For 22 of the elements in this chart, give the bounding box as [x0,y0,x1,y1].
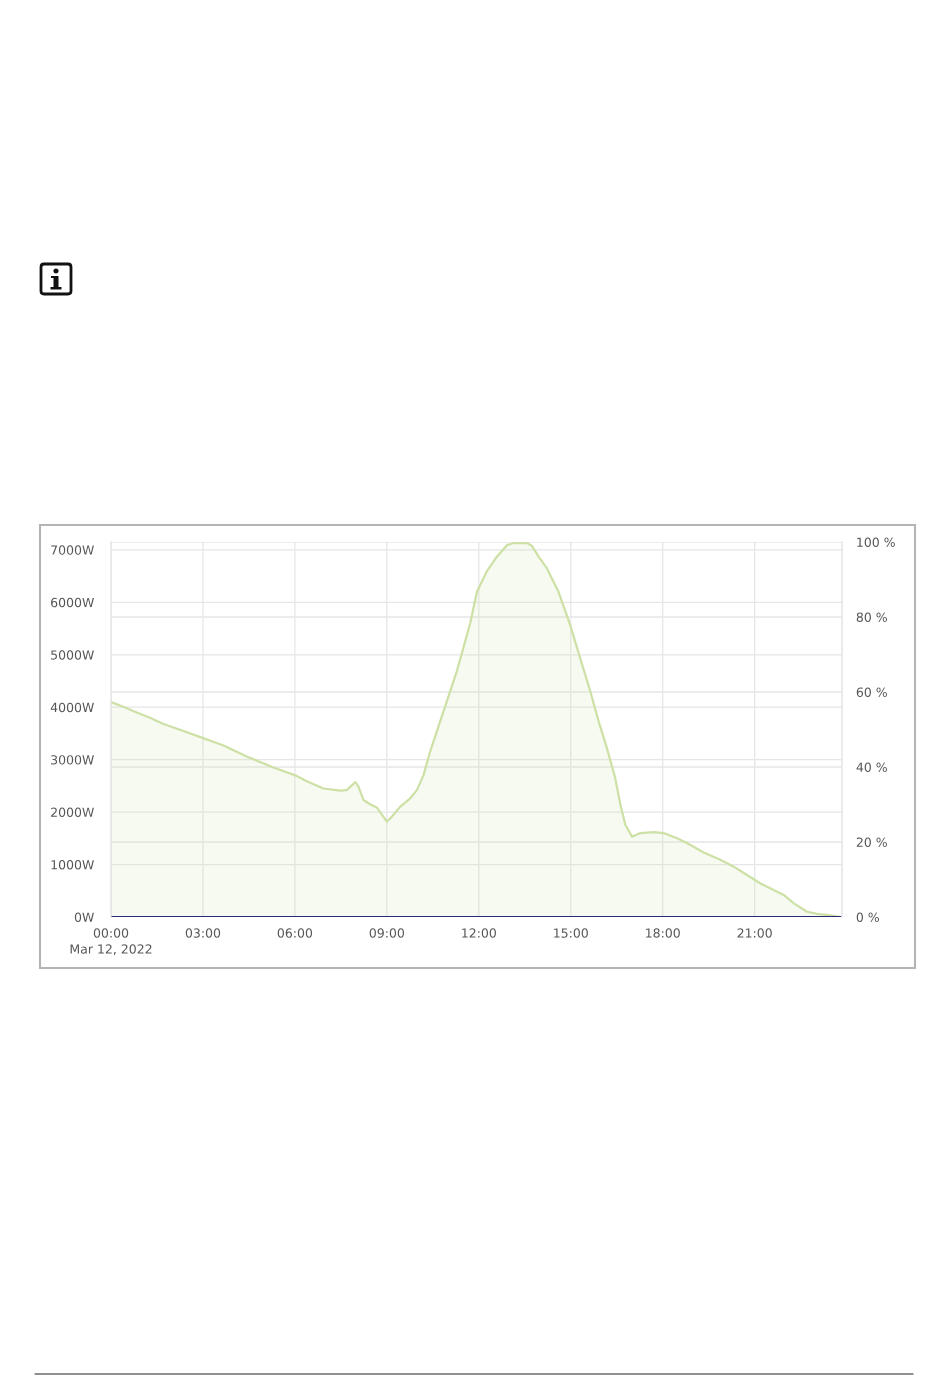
y-tick-label: 3000W [51,755,94,765]
y-tick-label: 6000W [51,597,94,608]
y-tick-label: 4000W [50,702,94,713]
x-tick-label: 03:00 [185,928,221,938]
x-tick-label: 06:00 [277,928,313,938]
y-tick-label: 7000W [51,545,94,555]
x-tick-label: 12:00 [462,928,496,938]
y-tick-label: 0W [74,912,94,922]
x-tick-label: 15:00 [554,928,588,938]
y2-tick-label: 0 % [856,912,879,922]
y2-tick-label: 80 % [856,612,887,622]
y2-tick-label: 40 % [856,762,887,772]
x-tick-label: 18:00 [646,928,680,938]
y2-tick-label: 100 % [857,537,895,547]
y2-tick-label: 20 % [856,837,887,847]
x-tick-label: 09:00 [369,928,405,938]
y-tick-label: 2000W [51,807,94,818]
y-tick-label: 1000W [51,860,94,870]
x-tick-label: 21:00 [737,928,772,938]
y2-tick-label: 60 % [856,687,887,697]
x-tick-label: 00:00 Mar 12, 2022 [70,928,152,955]
y-tick-label: 5000W [51,650,94,660]
